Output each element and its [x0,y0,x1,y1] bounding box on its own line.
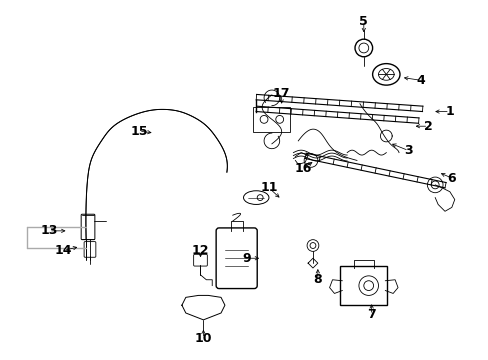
Text: 6: 6 [447,172,455,185]
Text: 14: 14 [55,244,72,257]
Text: 7: 7 [366,309,375,321]
Text: 2: 2 [423,120,432,133]
Text: 12: 12 [191,244,209,257]
Text: 3: 3 [404,144,412,157]
Text: 13: 13 [40,224,58,237]
Text: 8: 8 [313,273,322,286]
Text: 10: 10 [194,332,212,345]
Text: 5: 5 [359,15,367,28]
Text: 9: 9 [242,252,250,265]
Text: 15: 15 [130,125,147,138]
Text: 4: 4 [415,74,424,87]
Text: 16: 16 [294,162,311,175]
Text: 1: 1 [445,105,453,118]
Text: 17: 17 [272,87,290,100]
Text: 11: 11 [260,181,277,194]
